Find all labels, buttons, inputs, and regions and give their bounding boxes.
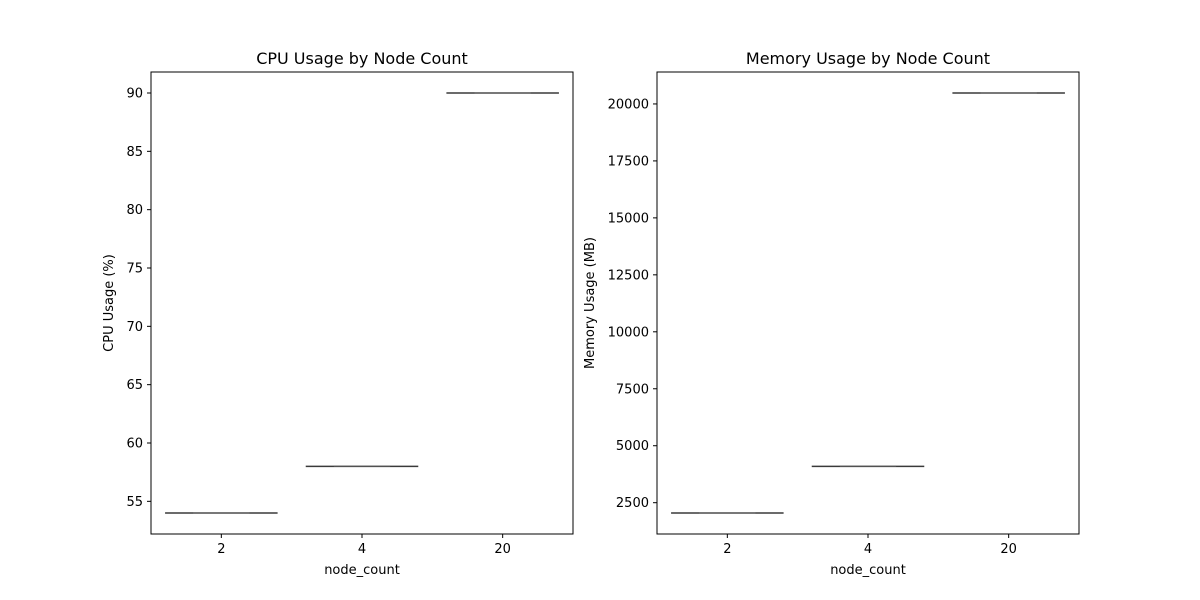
cpu-x-tick-label: 4: [358, 542, 366, 557]
memory-y-tick-label: 5000: [616, 439, 649, 454]
cpu-y-tick-label: 80: [126, 203, 143, 218]
memory-x-tick-label: 4: [864, 542, 872, 557]
cpu-y-tick-label: 75: [126, 262, 143, 277]
cpu-y-axis-label: CPU Usage (%): [102, 254, 117, 352]
cpu-plot-area: 55 60 65 70 75 80 85 90 2 4 20: [126, 87, 559, 557]
cpu-y-tick-label: 90: [126, 87, 143, 102]
cpu-x-axis-label: node_count: [324, 563, 400, 578]
memory-y-tick-label: 20000: [608, 97, 649, 112]
memory-y-tick-label: 17500: [608, 154, 649, 169]
cpu-usage-chart: CPU Usage by Node Count node_count CPU U…: [102, 49, 574, 578]
cpu-y-tick-label: 65: [126, 378, 143, 393]
memory-usage-chart: Memory Usage by Node Count node_count Me…: [583, 49, 1080, 578]
cpu-y-tick-label: 60: [126, 437, 143, 452]
memory-y-axis-label: Memory Usage (MB): [583, 237, 598, 369]
memory-y-tick-label: 12500: [608, 268, 649, 283]
memory-x-axis-label: node_count: [830, 563, 906, 578]
memory-y-tick-label: 15000: [608, 211, 649, 226]
memory-y-tick-label: 7500: [616, 382, 649, 397]
cpu-y-tick-label: 55: [126, 495, 143, 510]
cpu-x-tick-label: 2: [217, 542, 225, 557]
cpu-x-tick-label: 20: [494, 542, 511, 557]
memory-plot-area: 2500 5000 7500 10000 12500 15000 17500 20000 2 4 2…: [608, 92, 1065, 557]
memory-x-tick-label: 2: [723, 542, 731, 557]
memory-chart-title: Memory Usage by Node Count: [746, 49, 990, 68]
cpu-y-tick-label: 85: [126, 145, 143, 160]
memory-y-tick-label: 10000: [608, 325, 649, 340]
memory-y-tick-label: 2500: [616, 496, 649, 511]
cpu-chart-title: CPU Usage by Node Count: [256, 49, 468, 68]
memory-x-tick-label: 20: [1000, 542, 1017, 557]
memory-axes-frame: [656, 71, 1080, 535]
cpu-axes-frame: [150, 71, 574, 535]
cpu-y-tick-label: 70: [126, 320, 143, 335]
